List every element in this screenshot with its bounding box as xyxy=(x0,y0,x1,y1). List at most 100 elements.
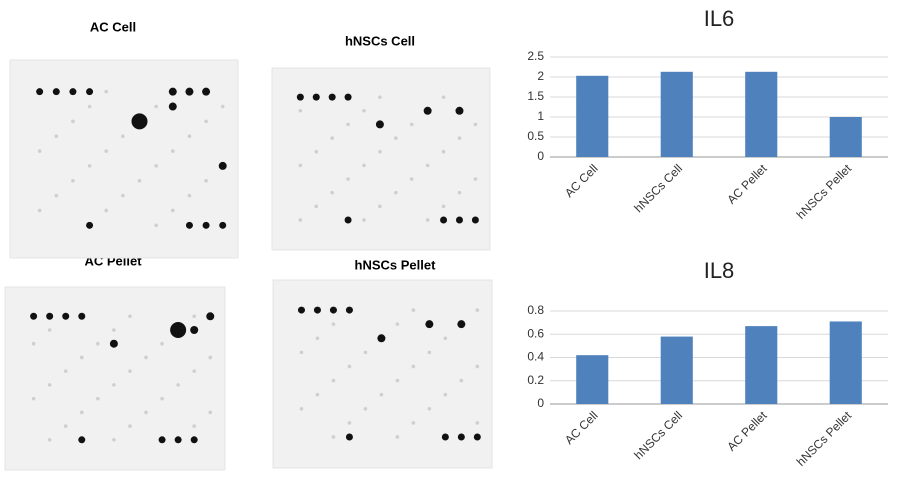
blot-dot xyxy=(192,369,196,373)
blot-spot xyxy=(170,322,187,339)
blot-spot xyxy=(457,433,465,441)
x-tick-label: hNSCs Cell xyxy=(631,161,685,215)
bar xyxy=(660,336,693,404)
blot-spot xyxy=(425,320,434,329)
blot-dot xyxy=(96,396,100,401)
chart-title: IL6 xyxy=(704,6,735,31)
blot-spot xyxy=(69,88,77,96)
blot-dot xyxy=(299,350,304,355)
blot-spot xyxy=(78,436,86,444)
blot-dot xyxy=(54,193,59,198)
blot-dot xyxy=(330,136,334,140)
blot-dot xyxy=(154,223,158,228)
blot-spot xyxy=(30,312,38,320)
blot-dot xyxy=(459,378,464,383)
blot-dot xyxy=(154,164,158,168)
blot-spot xyxy=(455,216,463,224)
chart-title: IL8 xyxy=(704,258,735,283)
blot-spot xyxy=(202,221,210,229)
blot-spot xyxy=(168,102,177,111)
blot-spot xyxy=(46,312,54,320)
y-tick-label: 1.5 xyxy=(527,89,544,103)
blot-dot xyxy=(347,421,352,425)
blot-spot xyxy=(471,216,479,224)
blot-dot xyxy=(443,392,448,397)
blot-dot xyxy=(331,435,336,439)
bar xyxy=(829,117,862,157)
blot-spot xyxy=(440,216,448,224)
blot-dot xyxy=(176,383,180,387)
blot-spot xyxy=(377,334,386,343)
blot-spot xyxy=(344,216,352,224)
blot-dot xyxy=(443,336,448,341)
blot-dot xyxy=(363,406,368,411)
blot-dot xyxy=(170,149,175,153)
blot-dot xyxy=(187,193,192,198)
blot-dot xyxy=(441,95,446,99)
blot-image xyxy=(4,286,226,471)
blot-spot xyxy=(375,120,384,129)
blot-spot xyxy=(344,93,352,101)
blot-spot xyxy=(190,436,198,444)
blot-dot xyxy=(298,218,303,222)
blot-dot xyxy=(104,208,109,213)
blot-dot xyxy=(347,364,352,369)
blot-dot xyxy=(160,341,164,346)
blot-dot xyxy=(395,435,400,439)
blot-dot xyxy=(47,438,52,442)
blot-dot xyxy=(346,122,350,127)
blot-dot xyxy=(427,406,432,411)
blot-spot xyxy=(62,312,70,320)
blot-dot xyxy=(112,328,116,332)
blot-dot xyxy=(121,134,125,139)
blot-dot xyxy=(425,218,430,222)
blot-spot xyxy=(190,326,199,335)
blot-spot xyxy=(185,87,194,96)
blot-dot xyxy=(475,364,480,369)
blot-dot xyxy=(47,383,52,387)
blot-dot xyxy=(457,190,462,195)
blot-spot xyxy=(297,306,305,314)
blot-dot xyxy=(331,322,336,326)
blot-dot xyxy=(315,336,320,341)
blot-dot xyxy=(192,314,196,319)
blot-dot xyxy=(427,350,432,355)
blot-spot xyxy=(78,312,86,320)
blot-dot xyxy=(96,341,100,346)
y-tick-label: 0.8 xyxy=(527,303,544,317)
blot-spot xyxy=(219,221,227,229)
blot-dot xyxy=(409,177,414,181)
blot-spot xyxy=(345,306,353,314)
blot-dot xyxy=(363,350,368,355)
blot-spot xyxy=(202,87,211,96)
blot-dot xyxy=(63,369,68,373)
blot-dot xyxy=(63,424,68,428)
y-tick-label: 0 xyxy=(537,149,544,163)
y-tick-label: 2 xyxy=(537,69,544,83)
x-tick-label: hNSCs Pellet xyxy=(794,161,855,222)
blot-dot xyxy=(204,119,208,124)
blot-dot xyxy=(395,378,400,383)
blot-spot xyxy=(455,106,464,115)
blot-spot xyxy=(168,87,177,96)
blot-dot xyxy=(192,424,196,428)
blot-dot xyxy=(47,328,52,332)
y-tick-label: 2.5 xyxy=(527,49,544,63)
blot-dot xyxy=(144,355,148,360)
blot-dot xyxy=(154,104,158,109)
blot-dot xyxy=(208,355,213,360)
blot-dot xyxy=(208,410,213,415)
blot-dot xyxy=(71,119,75,124)
blot-spot xyxy=(86,88,94,96)
blot-dot xyxy=(128,424,132,428)
blot-spot xyxy=(185,221,193,229)
blot-spot xyxy=(473,433,481,441)
blot-dot xyxy=(314,149,319,154)
blot-dot xyxy=(378,95,382,99)
blot-dot xyxy=(87,104,92,109)
blot-dot xyxy=(37,149,42,153)
bar xyxy=(829,321,862,404)
x-tick-label: AC Cell xyxy=(562,161,601,200)
bar xyxy=(745,71,778,157)
blot-dot xyxy=(71,178,75,183)
